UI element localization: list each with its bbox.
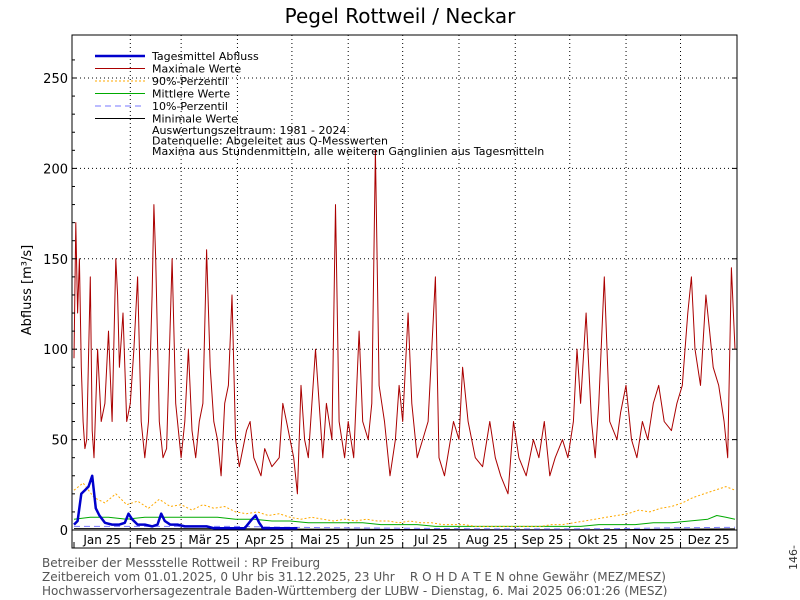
- month-label: Jul 25: [413, 533, 448, 547]
- series-line: [74, 525, 736, 530]
- y-tick-label: 150: [43, 253, 68, 268]
- month-label: Jan 25: [82, 533, 121, 547]
- legend-label: Minimale Werte: [152, 113, 238, 126]
- chart-title: Pegel Rottweil / Neckar: [284, 4, 516, 28]
- month-label: Okt 25: [578, 533, 618, 547]
- y-tick-label: 250: [43, 72, 68, 87]
- footer-time-range: Zeitbereich vom 01.01.2025, 0 Uhr bis 31…: [42, 570, 666, 584]
- series-line: [73, 515, 736, 527]
- plot-frame: [71, 34, 738, 549]
- month-label: Aug 25: [466, 533, 509, 547]
- y-tick-label: 0: [60, 524, 68, 539]
- month-label: Dez 25: [688, 533, 730, 547]
- series-lines: [73, 149, 736, 531]
- y-tick-label: 200: [43, 162, 68, 177]
- footer-source: Hochwasservorhersagezentrale Baden-Württ…: [42, 584, 668, 598]
- annotation-text: Auswertungszeitraum: 1981 - 2024: [152, 124, 347, 137]
- month-label: Jun 25: [356, 533, 395, 547]
- side-code: 146-350: [787, 545, 800, 570]
- annotation-text: Maxima aus Stundenmitteln, alle weiteren…: [152, 145, 544, 158]
- month-label: Nov 25: [632, 533, 675, 547]
- month-label: Mär 25: [188, 533, 230, 547]
- series-line: [73, 474, 298, 530]
- legend-label: Mittlere Werte: [152, 88, 230, 101]
- month-label: Feb 25: [136, 533, 176, 547]
- series-line: [73, 482, 736, 527]
- month-label: Mai 25: [300, 533, 340, 547]
- axis-ticks: 0 50 100 150 200 250 Jan 25 Feb 25 Mär 25 Apr 25 M…: [43, 59, 737, 548]
- grid-lines: [72, 35, 737, 548]
- month-axis: Jan 25 Feb 25 Mär 25 Apr 25 Mai 25 Jun 25 Jul …: [82, 533, 729, 547]
- legend-label: Tagesmittel Abfluss: [151, 50, 259, 63]
- month-label: Apr 25: [245, 533, 285, 547]
- legend-label: Maximale Werte: [152, 63, 241, 76]
- y-tick-label: 100: [43, 343, 68, 358]
- footer-operator: Betreiber der Messstelle Rottweil : RP F…: [42, 556, 321, 570]
- series-line: [73, 149, 736, 495]
- legend-label: 10%-Perzentil: [152, 100, 228, 113]
- y-axis-label: Abfluss [m³/s]: [20, 245, 35, 335]
- y-tick-label: 50: [51, 434, 68, 449]
- month-label: Sep 25: [522, 533, 564, 547]
- legend-label: 90%-Perzentil: [152, 75, 228, 88]
- annotation-text: Datenquelle: Abgeleitet aus Q-Messwerten: [152, 135, 388, 148]
